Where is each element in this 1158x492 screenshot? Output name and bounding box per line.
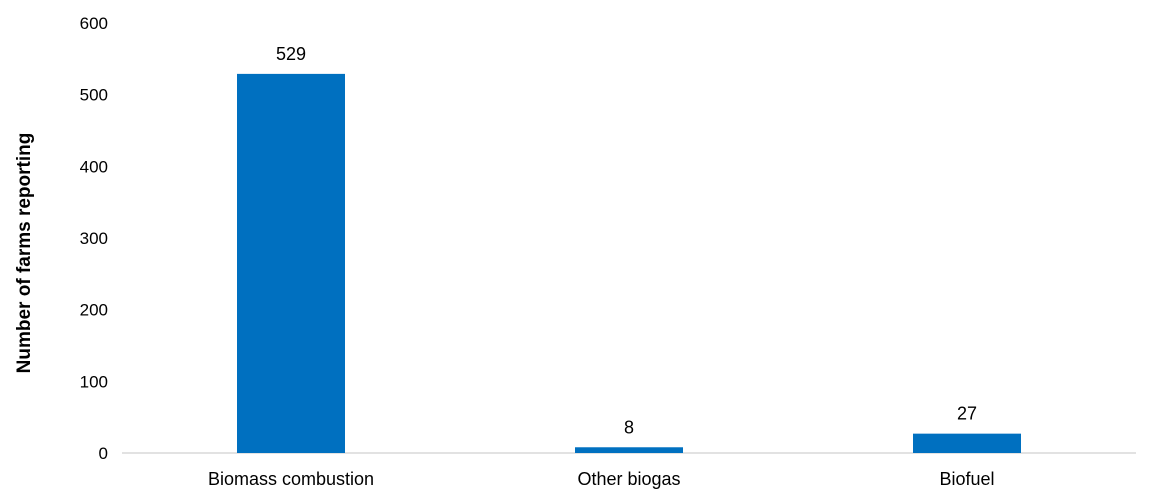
data-label: 8 [624, 417, 634, 437]
bar [237, 73, 345, 453]
data-labels-group: 529 8 27 [276, 44, 977, 437]
x-category-label: Biomass combustion [208, 469, 374, 489]
y-tick-label: 100 [80, 372, 108, 391]
x-category-label: Other biogas [577, 469, 680, 489]
y-tick-label: 600 [80, 14, 108, 33]
y-tick-label: 300 [80, 229, 108, 248]
data-label: 529 [276, 44, 306, 64]
y-tick-label: 0 [99, 444, 108, 463]
x-category-label: Biofuel [939, 469, 994, 489]
y-tick-label: 200 [80, 301, 108, 320]
data-label: 27 [957, 404, 977, 424]
y-axis-ticks: 0 100 200 300 400 500 600 [80, 14, 108, 463]
category-labels-group: Biomass combustion Other biogas Biofuel [208, 469, 995, 489]
bar [913, 433, 1021, 453]
bars-group [237, 73, 1021, 453]
y-axis-title: Number of farms reporting [14, 133, 35, 374]
bar [575, 447, 683, 453]
y-tick-label: 500 [80, 86, 108, 105]
y-tick-label: 400 [80, 157, 108, 176]
